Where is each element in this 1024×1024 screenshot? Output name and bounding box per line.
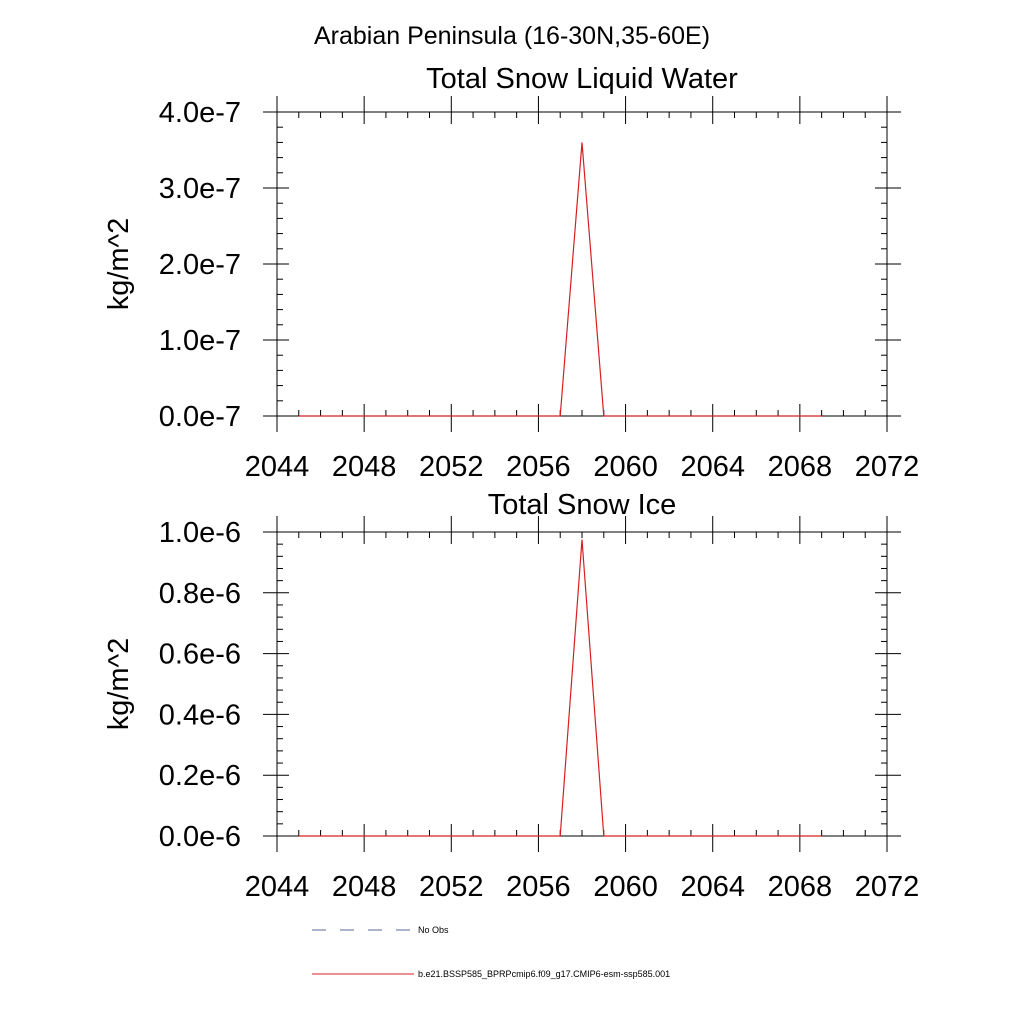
x-tick-label: 2060 bbox=[593, 451, 658, 483]
figure-title: Arabian Peninsula (16-30N,35-60E) bbox=[314, 22, 710, 50]
y-tick-label: 1.0e-6 bbox=[159, 517, 241, 549]
x-tick-label: 2064 bbox=[680, 871, 745, 903]
legend-label: b.e21.BSSP585_BPRPcmip6.f09_g17.CMIP6-es… bbox=[418, 969, 670, 979]
y-tick-label: 0.2e-6 bbox=[159, 760, 241, 792]
y-tick-label: 4.0e-7 bbox=[159, 97, 241, 129]
y-axis-label: kg/m^2 bbox=[103, 638, 135, 731]
y-tick-label: 0.8e-6 bbox=[159, 578, 241, 610]
plot-area: 2044 2048 2052 2056 2060 2064 2068 2072 0.0e-6 0.… bbox=[159, 516, 919, 903]
chart-title: Total Snow Ice bbox=[488, 489, 677, 521]
x-tick-label: 2044 bbox=[245, 871, 310, 903]
chart-title: Total Snow Liquid Water bbox=[426, 63, 738, 95]
x-tick-label: 2068 bbox=[768, 871, 833, 903]
series-line bbox=[298, 142, 822, 417]
x-tick-label: 2048 bbox=[332, 871, 397, 903]
y-tick-label: 3.0e-7 bbox=[159, 173, 241, 205]
legend-label: No Obs bbox=[418, 925, 449, 935]
y-tick-label: 0.0e-6 bbox=[159, 821, 241, 853]
x-tick-label: 2044 bbox=[245, 451, 310, 483]
legend: No Obs b.e21.BSSP585_BPRPcmip6.f09_g17.C… bbox=[312, 925, 670, 979]
x-tick-label: 2072 bbox=[855, 451, 920, 483]
chart-snow-ice: Total Snow Ice kg/m^2 2044 2048 2052 2056 20… bbox=[103, 489, 919, 903]
plot-frame bbox=[276, 111, 888, 417]
y-tick-label: 1.0e-7 bbox=[159, 325, 241, 357]
plot-area: 2044 2048 2052 2056 2060 2064 2068 2072 0.0e-7 1.… bbox=[159, 96, 919, 483]
x-tick-label: 2060 bbox=[593, 871, 658, 903]
chart-liquid-water: Total Snow Liquid Water kg/m^2 2044 2048 2… bbox=[103, 63, 919, 483]
x-tick-label: 2048 bbox=[332, 451, 397, 483]
x-tick-label: 2072 bbox=[855, 871, 920, 903]
x-tick-label: 2068 bbox=[768, 451, 833, 483]
x-tick-label: 2056 bbox=[506, 451, 571, 483]
x-tick-label: 2052 bbox=[419, 871, 484, 903]
y-tick-label: 0.0e-7 bbox=[159, 401, 241, 433]
x-tick-label: 2052 bbox=[419, 451, 484, 483]
plot-frame bbox=[276, 531, 888, 837]
y-tick-label: 0.6e-6 bbox=[159, 639, 241, 671]
y-axis-label: kg/m^2 bbox=[103, 218, 135, 311]
series-line bbox=[298, 539, 822, 837]
x-tick-label: 2056 bbox=[506, 871, 571, 903]
x-tick-label: 2064 bbox=[680, 451, 745, 483]
y-tick-label: 0.4e-6 bbox=[159, 699, 241, 731]
y-tick-label: 2.0e-7 bbox=[159, 249, 241, 281]
